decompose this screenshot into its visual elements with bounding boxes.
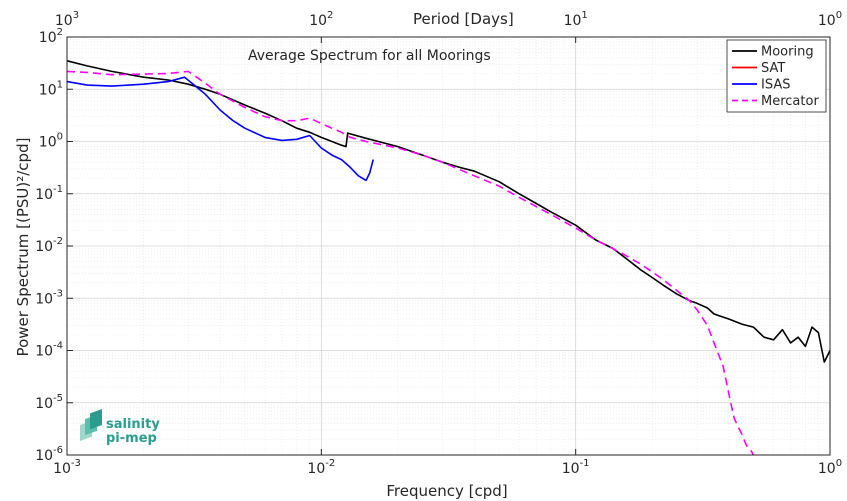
y-tick-label: 10-5: [35, 393, 63, 412]
logo-mark-icon: [80, 408, 102, 441]
logo-line2: pi-mep: [106, 431, 157, 446]
salinity-pi-mep-logo: salinity pi-mep: [80, 408, 160, 446]
y-tick-label: 10-2: [35, 236, 63, 255]
legend-label-mooring: Mooring: [761, 45, 814, 60]
logo-line1: salinity: [106, 417, 160, 432]
y-tick-label: 10-4: [35, 341, 63, 360]
chart-title: Average Spectrum for all Moorings: [248, 48, 491, 64]
y-tick-label: 101: [39, 79, 63, 98]
legend-label-mercator: Mercator: [761, 94, 819, 109]
x-tick-label: 10-3: [53, 458, 81, 477]
series-line-isas: [66, 76, 374, 182]
legend-label-sat: SAT: [761, 61, 785, 76]
top-tick-label: 100: [818, 10, 842, 29]
series-layer: [66, 60, 831, 456]
top-tick-label: 103: [55, 10, 79, 29]
top-tick-label: 102: [309, 10, 333, 29]
x-tick-label: 100: [818, 458, 842, 477]
y-tick-label: 10-6: [35, 445, 63, 464]
y-tick-label: 102: [39, 27, 63, 46]
top-tick-label: 101: [564, 10, 588, 29]
y-axis-label: Power Spectrum [(PSU)²/cpd]: [14, 138, 32, 357]
series-line-mooring: [66, 60, 831, 363]
x-axis-label: Frequency [cpd]: [386, 482, 507, 500]
y-tick-label: 10-1: [35, 184, 63, 203]
top-axis-label: Period [Days]: [413, 10, 514, 28]
y-tick-label: 100: [39, 132, 63, 151]
legend-label-isas: ISAS: [761, 78, 790, 93]
x-tick-label: 10-2: [307, 458, 335, 477]
y-tick-label: 10-3: [35, 288, 63, 307]
x-tick-label: 10-1: [562, 458, 590, 477]
series-line-mercator: [66, 70, 755, 456]
